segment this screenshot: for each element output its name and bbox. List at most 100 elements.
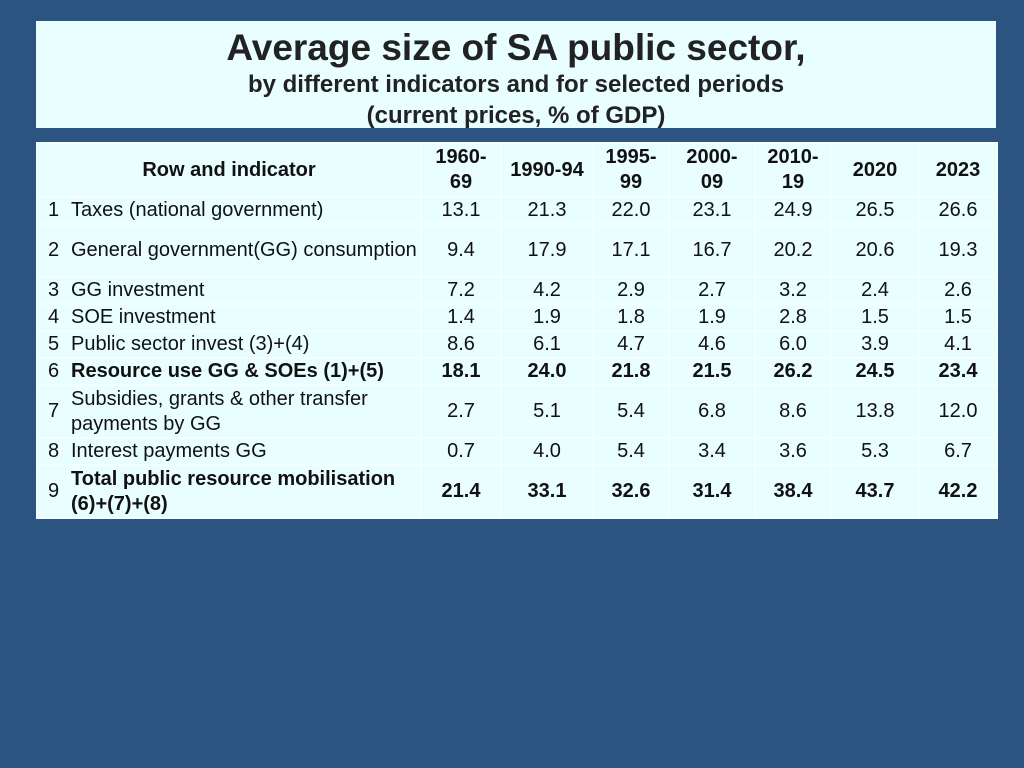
table-cell-value: 1.5: [830, 303, 920, 332]
table-cell-value: 38.4: [754, 464, 832, 519]
table-cell-value: 21.3: [500, 196, 594, 225]
table-row: 2 General government(GG) consumption 9.4 17…: [36, 223, 998, 278]
table-cell-value: 5.4: [592, 384, 670, 439]
table-cell-value: 33.1: [500, 464, 594, 519]
table-cell-value: 8.6: [754, 384, 832, 439]
table-cell-value: 8.6: [420, 330, 502, 359]
table-cell-value: 16.7: [668, 223, 756, 278]
row-number: 5: [36, 330, 69, 359]
table-cell-value: 1.4: [420, 303, 502, 332]
table-cell-value: 3.6: [754, 437, 832, 466]
table-cell-value: 4.0: [500, 437, 594, 466]
data-table-container: Row and indicator 1960- 69 1990-94 1995- 99 2…: [36, 142, 998, 519]
table-cell-value: 26.2: [754, 357, 832, 386]
header-period: 2010- 19: [754, 142, 832, 198]
table-cell-value: 4.2: [500, 276, 594, 305]
table-cell-value: 22.0: [592, 196, 670, 225]
table-cell-value: 3.4: [668, 437, 756, 466]
table-cell-value: 12.0: [918, 384, 998, 439]
header-period: 1995- 99: [592, 142, 670, 198]
table-cell-value: 26.6: [918, 196, 998, 225]
table-cell-value: 2.6: [918, 276, 998, 305]
row-indicator-label: GG investment: [69, 276, 422, 305]
table-cell-value: 24.9: [754, 196, 832, 225]
table-cell-value: 13.1: [420, 196, 502, 225]
table-cell-value: 1.5: [918, 303, 998, 332]
table-cell-value: 19.3: [918, 223, 998, 278]
table-cell-value: 4.1: [918, 330, 998, 359]
header-period: 2023: [918, 142, 998, 198]
table-cell-value: 13.8: [830, 384, 920, 439]
table-row: 5 Public sector invest (3)+(4) 8.6 6.1 4.7 4.…: [36, 330, 998, 359]
header-period: 1990-94: [500, 142, 594, 198]
table-cell-value: 2.7: [420, 384, 502, 439]
table-cell-value: 5.4: [592, 437, 670, 466]
table-cell-value: 20.6: [830, 223, 920, 278]
table-cell-value: 1.9: [668, 303, 756, 332]
row-indicator-label: Taxes (national government): [69, 196, 422, 225]
table-cell-value: 1.9: [500, 303, 594, 332]
table-cell-value: 21.5: [668, 357, 756, 386]
table-cell-value: 18.1: [420, 357, 502, 386]
table-cell-value: 1.8: [592, 303, 670, 332]
header-period: 2000- 09: [668, 142, 756, 198]
table-cell-value: 26.5: [830, 196, 920, 225]
table-cell-value: 24.0: [500, 357, 594, 386]
table-cell-value: 23.4: [918, 357, 998, 386]
table-cell-value: 42.2: [918, 464, 998, 519]
table-cell-value: 6.0: [754, 330, 832, 359]
table-cell-value: 21.4: [420, 464, 502, 519]
table-cell-value: 2.9: [592, 276, 670, 305]
header-period: 1960- 69: [420, 142, 502, 198]
table-cell-value: 2.4: [830, 276, 920, 305]
row-number: 3: [36, 276, 69, 305]
table-cell-value: 3.9: [830, 330, 920, 359]
row-number: 8: [36, 437, 69, 466]
page-subtitle: by different indicators and for selected…: [247, 71, 785, 98]
page-subtitle-units: (current prices, % of GDP): [366, 102, 666, 129]
table-cell-value: 5.3: [830, 437, 920, 466]
table-cell-value: 2.7: [668, 276, 756, 305]
table-cell-value: 20.2: [754, 223, 832, 278]
table-body: 1 Taxes (national government) 13.1 21.3 22.0…: [36, 196, 998, 519]
row-indicator-label: General government(GG) consumption: [69, 223, 422, 278]
header-period: 2020: [830, 142, 920, 198]
table-cell-value: 2.8: [754, 303, 832, 332]
public-sector-table: Row and indicator 1960- 69 1990-94 1995- 99 2…: [36, 142, 998, 519]
row-indicator-label: Public sector invest (3)+(4): [69, 330, 422, 359]
table-cell-value: 17.9: [500, 223, 594, 278]
table-cell-value: 4.7: [592, 330, 670, 359]
title-box: Average size of SA public sector, by dif…: [36, 21, 996, 129]
table-row: 8 Interest payments GG 0.7 4.0 5.4 3.4 3.6 5.3 6…: [36, 437, 998, 466]
row-number: 4: [36, 303, 69, 332]
table-cell-value: 3.2: [754, 276, 832, 305]
table-row: 4 SOE investment 1.4 1.9 1.8 1.9 2.8 1.5 1.5: [36, 303, 998, 332]
table-cell-value: 7.2: [420, 276, 502, 305]
table-cell-value: 17.1: [592, 223, 670, 278]
row-number: 7: [36, 384, 69, 439]
table-cell-value: 32.6: [592, 464, 670, 519]
table-cell-value: 23.1: [668, 196, 756, 225]
row-indicator-label: Total public resource mobilisation (6)+(…: [69, 464, 422, 519]
row-indicator-label: Subsidies, grants & other transfer payme…: [69, 384, 422, 439]
row-indicator-label: SOE investment: [69, 303, 422, 332]
table-header-row: Row and indicator 1960- 69 1990-94 1995- 99 2…: [36, 142, 998, 198]
header-indicator: Row and indicator: [36, 142, 422, 198]
row-indicator-label: Resource use GG & SOEs (1)+(5): [69, 357, 422, 386]
row-indicator-label: Interest payments GG: [69, 437, 422, 466]
row-number: 6: [36, 357, 69, 386]
table-cell-value: 6.8: [668, 384, 756, 439]
table-cell-value: 6.7: [918, 437, 998, 466]
row-number: 9: [36, 464, 69, 519]
table-cell-value: 21.8: [592, 357, 670, 386]
table-cell-value: 6.1: [500, 330, 594, 359]
table-cell-value: 43.7: [830, 464, 920, 519]
table-row: 9 Total public resource mobilisation (6)+…: [36, 464, 998, 519]
table-row: 7 Subsidies, grants & other transfer paym…: [36, 384, 998, 439]
row-number: 1: [36, 196, 69, 225]
table-cell-value: 0.7: [420, 437, 502, 466]
table-cell-value: 4.6: [668, 330, 756, 359]
page-title: Average size of SA public sector,: [226, 27, 806, 68]
table-cell-value: 31.4: [668, 464, 756, 519]
table-cell-value: 9.4: [420, 223, 502, 278]
